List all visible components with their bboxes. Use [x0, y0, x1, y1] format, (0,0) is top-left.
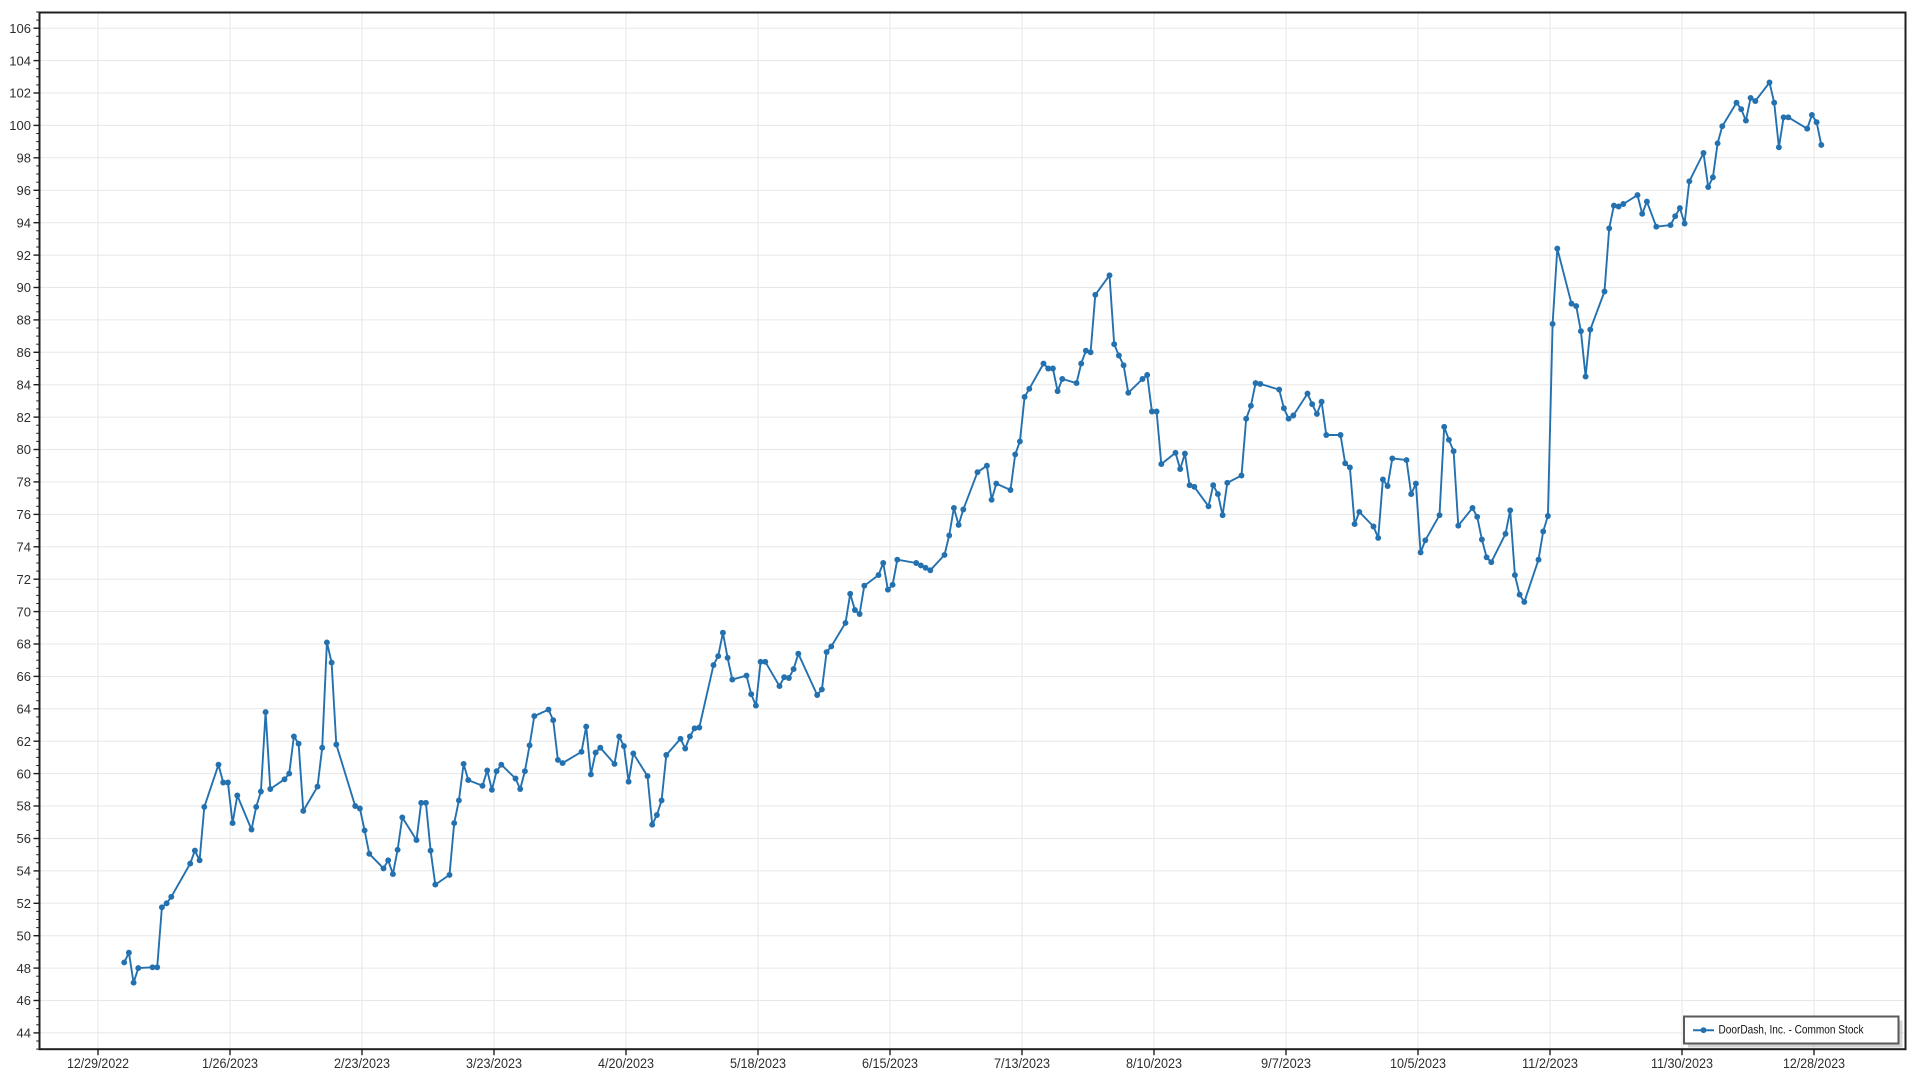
svg-text:11/30/2023: 11/30/2023	[1651, 1055, 1713, 1071]
svg-text:80: 80	[17, 442, 31, 457]
svg-text:12/28/2023: 12/28/2023	[1783, 1055, 1845, 1071]
svg-text:12/29/2022: 12/29/2022	[67, 1055, 129, 1071]
svg-text:106: 106	[9, 21, 31, 36]
svg-text:54: 54	[17, 864, 31, 879]
svg-text:62: 62	[17, 734, 31, 749]
svg-text:64: 64	[17, 702, 31, 717]
svg-text:8/10/2023: 8/10/2023	[1126, 1055, 1182, 1071]
svg-text:48: 48	[17, 961, 31, 976]
svg-text:DoorDash, Inc. - Common Stock: DoorDash, Inc. - Common Stock	[1719, 1023, 1865, 1037]
svg-text:86: 86	[17, 345, 31, 360]
svg-text:60: 60	[17, 766, 31, 781]
svg-text:4/20/2023: 4/20/2023	[598, 1055, 654, 1071]
svg-text:66: 66	[17, 669, 31, 684]
svg-text:98: 98	[17, 151, 31, 166]
svg-text:70: 70	[17, 604, 31, 619]
svg-text:76: 76	[17, 507, 31, 522]
svg-text:1/26/2023: 1/26/2023	[202, 1055, 258, 1071]
svg-text:104: 104	[9, 53, 31, 68]
svg-text:88: 88	[17, 313, 31, 328]
svg-text:74: 74	[17, 540, 31, 555]
svg-text:102: 102	[9, 86, 31, 101]
svg-text:100: 100	[9, 118, 31, 133]
svg-text:56: 56	[17, 831, 31, 846]
svg-text:50: 50	[17, 928, 31, 943]
svg-text:90: 90	[17, 280, 31, 295]
svg-text:52: 52	[17, 896, 31, 911]
svg-text:10/5/2023: 10/5/2023	[1390, 1055, 1446, 1071]
svg-text:82: 82	[17, 410, 31, 425]
svg-text:94: 94	[17, 215, 31, 230]
svg-text:84: 84	[17, 377, 31, 392]
svg-text:44: 44	[17, 1026, 31, 1041]
svg-text:3/23/2023: 3/23/2023	[466, 1055, 522, 1071]
svg-text:46: 46	[17, 993, 31, 1008]
svg-text:6/15/2023: 6/15/2023	[862, 1055, 918, 1071]
svg-text:9/7/2023: 9/7/2023	[1261, 1055, 1311, 1071]
svg-text:7/13/2023: 7/13/2023	[994, 1055, 1050, 1071]
svg-text:5/18/2023: 5/18/2023	[730, 1055, 786, 1071]
svg-text:92: 92	[17, 248, 31, 263]
svg-text:68: 68	[17, 637, 31, 652]
svg-text:58: 58	[17, 799, 31, 814]
svg-text:72: 72	[17, 572, 31, 587]
svg-text:2/23/2023: 2/23/2023	[334, 1055, 390, 1071]
svg-text:96: 96	[17, 183, 31, 198]
svg-text:78: 78	[17, 475, 31, 490]
svg-text:11/2/2023: 11/2/2023	[1522, 1055, 1578, 1071]
